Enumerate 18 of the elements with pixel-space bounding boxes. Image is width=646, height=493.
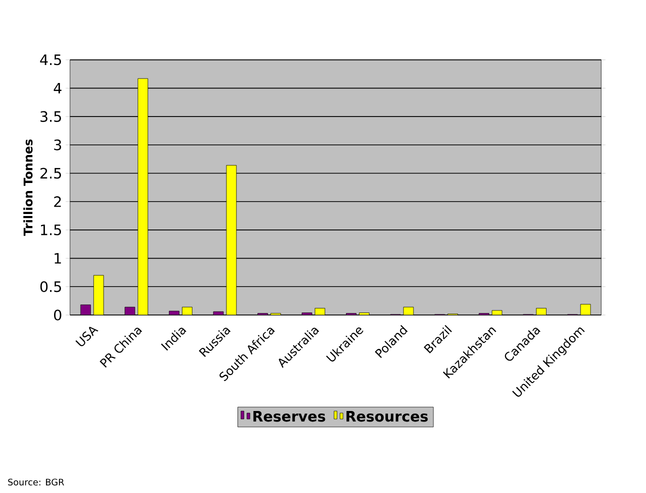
y-tick-label: 3	[54, 139, 62, 150]
y-tick-label: 1.5	[40, 224, 61, 236]
bar	[93, 275, 104, 315]
legend-label: Reserves	[253, 411, 326, 422]
y-tick-label: 4	[54, 82, 62, 94]
legend-label: Resources	[346, 411, 428, 422]
y-tick-label: 1	[54, 253, 61, 264]
y-tick-label: 2.5	[40, 168, 61, 179]
y-tick-label: 3.5	[40, 111, 61, 122]
y-axis-title: Trillion Tonnes	[23, 139, 33, 236]
bar	[226, 165, 237, 315]
source-note: Source: BGR	[8, 478, 64, 486]
y-tick-label: 2	[54, 196, 61, 207]
y-tick-label: 0	[54, 310, 62, 320]
x-tick-label: USA	[75, 326, 98, 346]
y-tick-label: 4.5	[40, 54, 61, 66]
bar	[138, 78, 148, 315]
y-tick-label: 0.5	[40, 281, 61, 292]
